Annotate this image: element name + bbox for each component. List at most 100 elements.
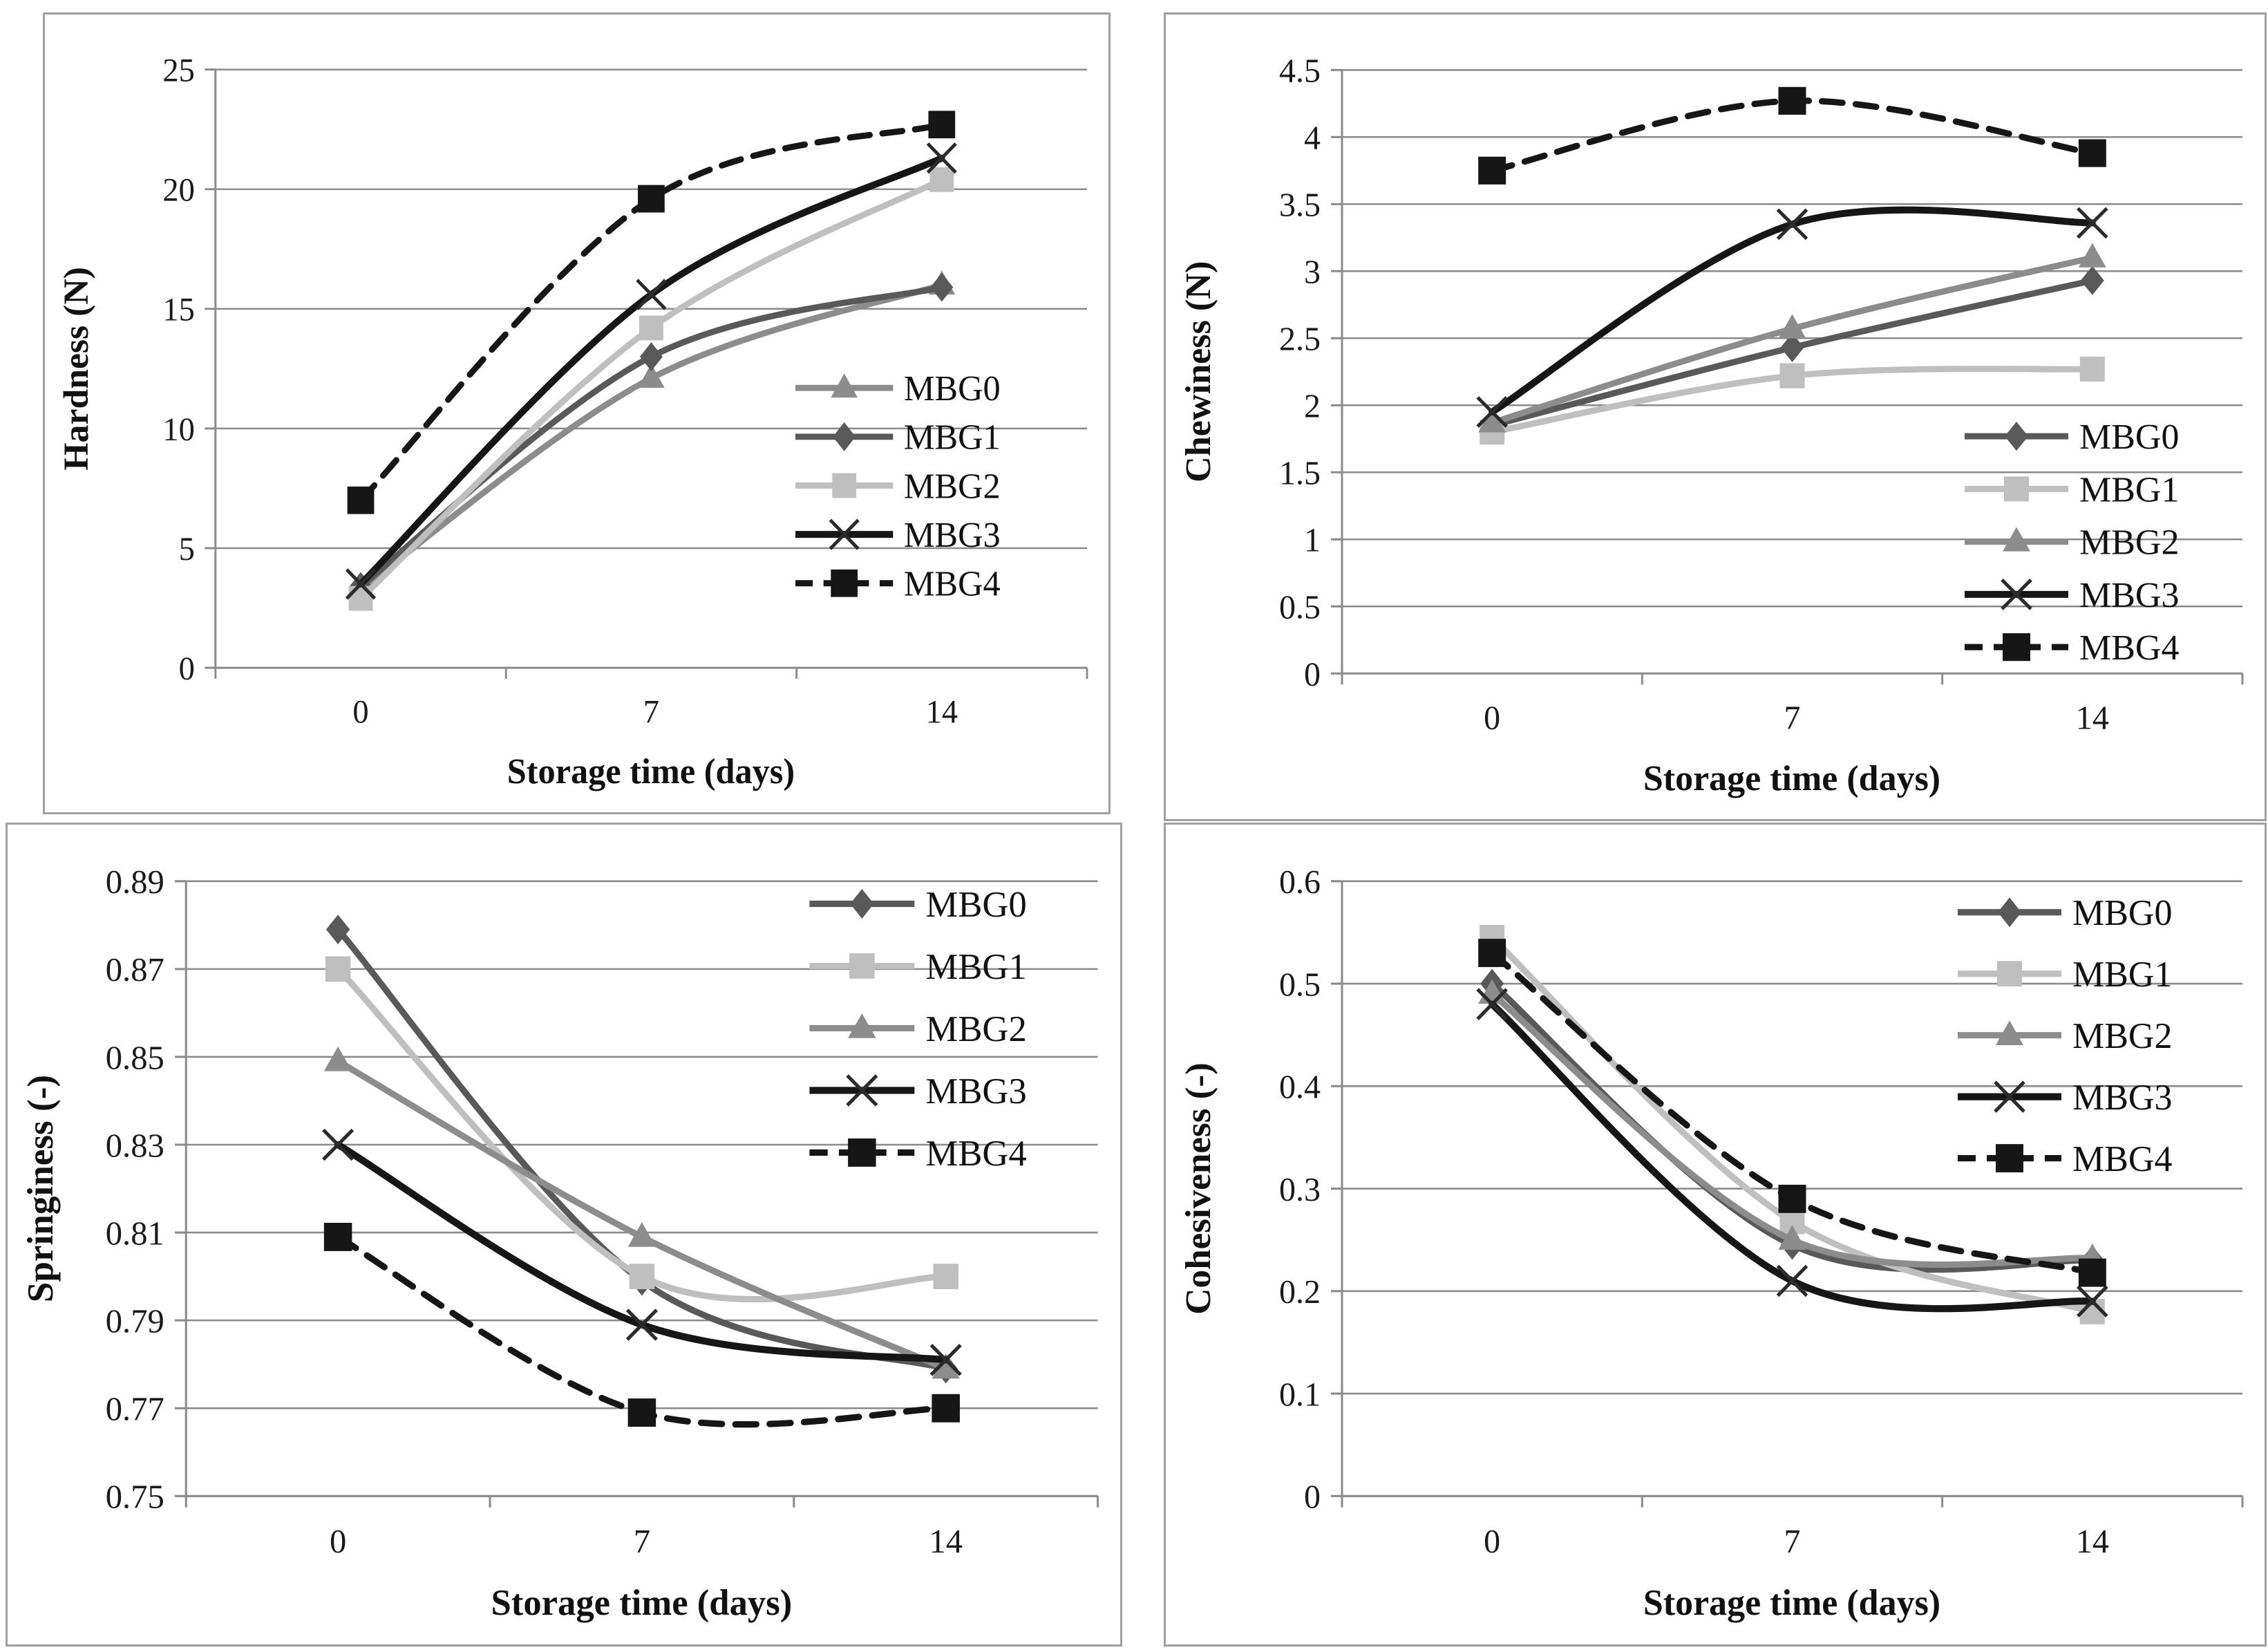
legend-entry-MBG4: MBG4: [809, 1134, 1027, 1174]
y-tick-labels: 0.75 0.77 0.79 0.81 0.83 0.85 0.87 0.89: [106, 863, 164, 1516]
y-axis-title: Springiness (-): [21, 1075, 61, 1302]
square-marker: [849, 953, 875, 979]
gridlines: [1342, 69, 2242, 675]
legend-entry-MBG2: MBG2: [809, 1009, 1027, 1049]
y-tick-label: 0.75: [106, 1477, 164, 1515]
x-marker: [636, 279, 667, 310]
square-marker: [348, 585, 373, 611]
diamond-marker: [325, 915, 350, 945]
x-marker: [2001, 579, 2032, 610]
x-marker: [1476, 988, 1508, 1020]
legend-entry-MBG1: MBG1: [1958, 955, 2172, 995]
x-tick-labels: 0 7 14: [330, 1522, 963, 1560]
triangle-marker: [1778, 1225, 1806, 1250]
triangle-marker: [848, 1013, 876, 1038]
y-tick-labels: 0 0.1 0.2 0.3 0.4 0.5 0.6: [1279, 864, 1321, 1516]
plot-area: 0 5 10 15 20 25 0 7 14 MBG0 MBG1 MBG2 MBG3 MBG4: [162, 53, 1088, 731]
x-tick-labels: 0 7 14: [1484, 1524, 2109, 1561]
y-tick-label: 1.5: [1279, 455, 1321, 491]
x-marker: [1994, 1080, 2025, 1113]
axis-ticks: [1331, 880, 2244, 1508]
legend-entry-MBG3: MBG3: [795, 516, 1001, 555]
plot-area: 0.75 0.77 0.79 0.81 0.83 0.85 0.87 0.89 0 7 14 MBG0…: [106, 863, 1099, 1560]
y-axis-title: Cohesiveness (-): [1179, 1062, 1218, 1315]
y-tick-label: 3.5: [1279, 187, 1321, 223]
legend-entry-MBG1: MBG1: [809, 947, 1027, 987]
filled-square-marker: [323, 1222, 352, 1251]
y-tick-label: 0.2: [1279, 1274, 1321, 1311]
filled-square-marker: [932, 1394, 960, 1423]
square-marker: [1997, 961, 2022, 987]
chewiness-chart: 0 0.5 1 1.5 2 2.5 3 3.5 4 4.5 0 7 14 MBG0 MBG1 MBG2 MBG3…: [1179, 53, 2244, 798]
x-tick-label: 7: [1784, 1524, 1801, 1561]
square-marker: [629, 1264, 655, 1290]
square-marker: [929, 167, 954, 192]
series-line: [334, 966, 949, 1303]
diamond-marker: [1998, 897, 2021, 928]
legend: MBG0 MBG1 MBG2 MBG3 MBG4: [1958, 893, 2172, 1179]
filled-square-marker: [848, 1138, 876, 1167]
legend-entry-MBG2: MBG2: [795, 467, 1001, 507]
springiness-chart-panel: 0.75 0.77 0.79 0.81 0.83 0.85 0.87 0.89 0 7 14 MBG0…: [6, 823, 1122, 1647]
x-tick-label: 0: [1484, 1524, 1500, 1561]
legend-label: MBG4: [926, 1134, 1027, 1174]
y-tick-label: 15: [162, 292, 194, 328]
y-tick-label: 0.6: [1279, 864, 1321, 901]
x-marker: [2077, 207, 2108, 239]
legend-label: MBG1: [2079, 470, 2179, 509]
series-line: [1489, 1000, 2096, 1313]
legend-entry-MBG3: MBG3: [1958, 1078, 2172, 1118]
filled-square-marker: [1996, 1144, 2023, 1173]
square-marker: [832, 473, 857, 498]
y-tick-label: 0.87: [106, 950, 164, 988]
cohesiveness-chart: 00.10.20.30.40.50.60 7 14MBG0MBG1MBG2MBG3M…: [1179, 864, 2244, 1623]
x-marker: [846, 1074, 878, 1107]
series-MBG2: [348, 167, 954, 611]
y-tick-label: 0.1: [1279, 1376, 1321, 1414]
square-marker: [2004, 476, 2029, 502]
series-MBG1: [325, 956, 958, 1303]
x-marker: [625, 1309, 658, 1341]
y-tick-label: 4: [1304, 120, 1321, 156]
filled-square-marker: [638, 185, 665, 213]
x-marker: [322, 1128, 355, 1161]
legend-entry-MBG0: MBG0: [795, 369, 1001, 409]
x-tick-labels: 0 7 14: [352, 694, 958, 731]
legend-entry-MBG2: MBG2: [1965, 523, 2179, 563]
axis-ticks: [205, 68, 1088, 679]
x-tick-label: 7: [634, 1522, 650, 1560]
legend-label: MBG0: [2072, 893, 2172, 934]
y-tick-label: 10: [162, 411, 194, 448]
filled-square-marker: [627, 1398, 656, 1427]
x-marker: [1476, 396, 1508, 428]
filled-square-marker: [1478, 939, 1506, 968]
y-tick-label: 1: [1304, 522, 1321, 559]
series-MBG4: [1478, 86, 2106, 185]
triangle-marker: [2003, 527, 2030, 552]
series-MBG2: [1478, 243, 2106, 433]
plot-area: 0 0.5 1 1.5 2 2.5 3 3.5 4 4.5 0 7 14 MBG0 MBG1 MBG2 MBG3…: [1279, 53, 2244, 737]
springiness-chart: 0.75 0.77 0.79 0.81 0.83 0.85 0.87 0.89 0 7 14 MBG0…: [21, 863, 1099, 1623]
y-tick-label: 0.3: [1279, 1171, 1321, 1208]
triangle-marker: [1478, 408, 1506, 433]
triangle-marker: [1778, 314, 1806, 339]
legend-entry-MBG4: MBG4: [1958, 1138, 2172, 1179]
triangle-marker: [831, 373, 858, 398]
y-tick-labels: 0 0.5 1 1.5 2 2.5 3 3.5 4 4.5: [1279, 53, 1321, 693]
legend-entry-MBG3: MBG3: [1965, 576, 2179, 615]
y-tick-label: 0.85: [106, 1038, 164, 1076]
plot-area: 00.10.20.30.40.50.60 7 14MBG0MBG1MBG2MBG3M…: [1279, 864, 2244, 1561]
filled-square-marker: [1778, 86, 1806, 115]
y-tick-label: 2: [1304, 388, 1321, 424]
triangle-marker: [2078, 243, 2106, 268]
y-tick-label: 5: [179, 531, 195, 568]
legend-label: MBG4: [2079, 628, 2179, 668]
square-marker: [933, 1264, 958, 1290]
square-marker: [1779, 363, 1805, 388]
x-tick-label: 7: [1784, 700, 1800, 736]
diamond-marker: [930, 272, 954, 302]
y-tick-label: 0: [179, 650, 195, 687]
y-tick-label: 2.5: [1279, 321, 1321, 357]
square-marker: [639, 315, 663, 341]
